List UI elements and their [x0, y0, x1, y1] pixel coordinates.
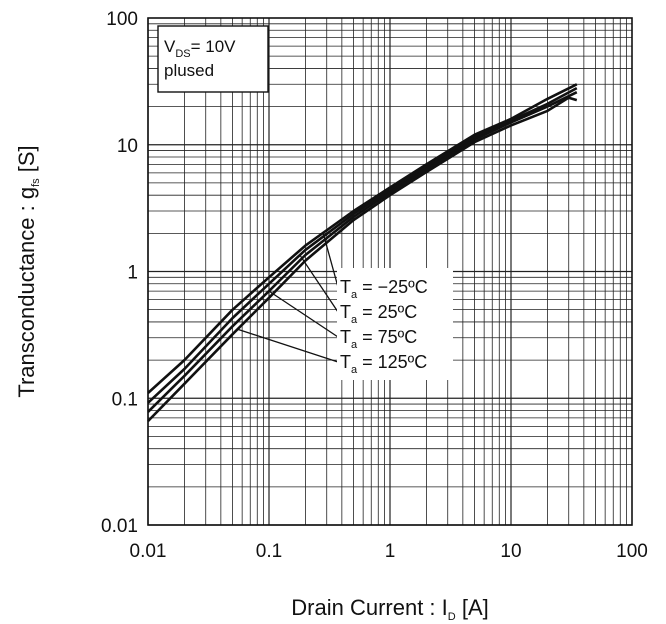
legend-label-2: Ta = 25ºC	[340, 302, 417, 326]
tick-labels: 0.01 0.1 1 10 100 0.01 0.1 1 10 100	[101, 9, 648, 562]
legend-background	[337, 268, 453, 380]
legend-pointer-lines	[237, 232, 339, 363]
legend-pointer-2	[299, 254, 339, 313]
series-curves	[147, 83, 578, 423]
series-line-1	[147, 83, 578, 394]
y-tick-label: 100	[106, 9, 138, 30]
x-tick-label: 1	[385, 541, 396, 562]
series-line-3	[147, 91, 578, 413]
legend-label-4: Ta = 125ºC	[340, 352, 427, 376]
legend-label-1: Ta = −25ºC	[340, 277, 428, 301]
y-axis-title: Transconductance : gfs [S]	[14, 145, 42, 397]
y-tick-label: 10	[117, 136, 138, 157]
condition-line-1: VDS= 10V	[164, 37, 236, 60]
y-tick-label: 1	[127, 263, 138, 284]
y-tick-label: 0.01	[101, 516, 138, 537]
legend-pointer-1	[322, 232, 339, 288]
x-axis-title: Drain Current : ID [A]	[291, 595, 488, 623]
x-tick-label: 0.01	[130, 541, 167, 562]
y-tick-label: 0.1	[112, 389, 138, 410]
legend-pointer-4	[237, 328, 339, 363]
legend-label-3: Ta = 75ºC	[340, 327, 417, 351]
condition-line-2: plused	[164, 61, 214, 80]
plot-frame	[147, 17, 633, 526]
x-tick-label: 10	[500, 541, 521, 562]
axis-titles: Drain Current : ID [A] Transconductance :…	[14, 145, 489, 623]
condition-box	[157, 25, 269, 93]
series-line-4	[147, 96, 578, 423]
legend-pointer-3	[268, 290, 339, 338]
x-tick-label: 0.1	[256, 541, 282, 562]
x-tick-label: 100	[616, 541, 648, 562]
series-line-2	[147, 86, 578, 404]
